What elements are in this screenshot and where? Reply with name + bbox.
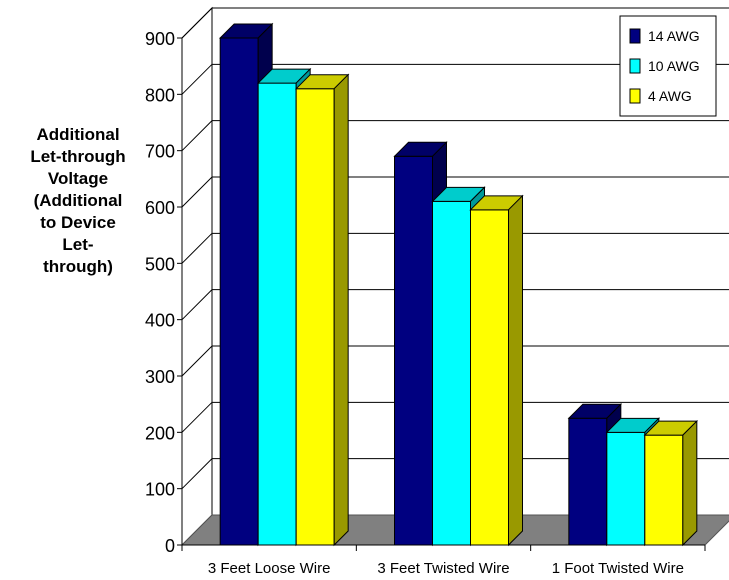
y-tick-label: 700	[145, 142, 175, 162]
y-tick-label: 300	[145, 367, 175, 387]
bar	[469, 194, 524, 547]
y-tick-label: 500	[145, 254, 175, 274]
bar-front	[257, 82, 297, 546]
y-tick-label: 100	[145, 480, 175, 500]
gridline	[181, 401, 729, 433]
bar-side	[508, 194, 523, 547]
gridline	[181, 63, 729, 95]
y-tick-label: 400	[145, 311, 175, 331]
gridline	[181, 120, 729, 152]
x-tick-label: 1 Foot Twisted Wire	[552, 560, 684, 577]
gridline	[181, 232, 729, 264]
gridline	[181, 7, 729, 39]
legend-label: 10 AWG	[648, 58, 700, 74]
y-tick-label: 900	[145, 29, 175, 49]
axes: 3 Feet Loose Wire 3 Feet Twisted Wire 1 Fo…	[145, 29, 706, 577]
bar-front	[394, 155, 433, 546]
gridline	[181, 289, 729, 321]
bar-front	[568, 417, 608, 546]
bar	[294, 73, 350, 547]
bar-front	[606, 431, 646, 546]
side-wall	[181, 6, 213, 547]
legend-swatch	[629, 28, 641, 44]
bar-front	[219, 37, 259, 546]
bars	[218, 22, 699, 547]
bar	[643, 419, 699, 547]
gridline	[181, 345, 729, 377]
bar-front	[432, 200, 471, 546]
y-tick-label: 600	[145, 198, 175, 218]
y-tick-label: 200	[145, 423, 175, 443]
legend-item: 14 AWG	[629, 28, 700, 44]
bar-front	[644, 434, 684, 546]
legend-swatch	[629, 58, 641, 74]
bar-front	[295, 88, 335, 546]
legend-label: 4 AWG	[648, 88, 692, 104]
legend-label: 14 AWG	[648, 28, 700, 44]
legend-swatch	[629, 88, 641, 104]
y-tick-label: 800	[145, 85, 175, 105]
x-tick-label: 3 Feet Twisted Wire	[377, 560, 509, 577]
y-axis-label: Additional Let-through Voltage (Addition…	[30, 125, 126, 276]
y-tick-label: 0	[165, 536, 175, 556]
bar-front	[470, 209, 509, 546]
legend-item: 10 AWG	[629, 58, 700, 74]
gridlines	[181, 7, 729, 490]
legend: 14 AWG 10 AWG 4 AWG	[619, 15, 717, 117]
bar-side	[682, 419, 698, 547]
gridline	[181, 458, 729, 490]
gridline	[181, 176, 729, 208]
legend-item: 4 AWG	[629, 88, 692, 104]
bar-side	[333, 73, 349, 547]
x-tick-label: 3 Feet Loose Wire	[208, 560, 331, 577]
